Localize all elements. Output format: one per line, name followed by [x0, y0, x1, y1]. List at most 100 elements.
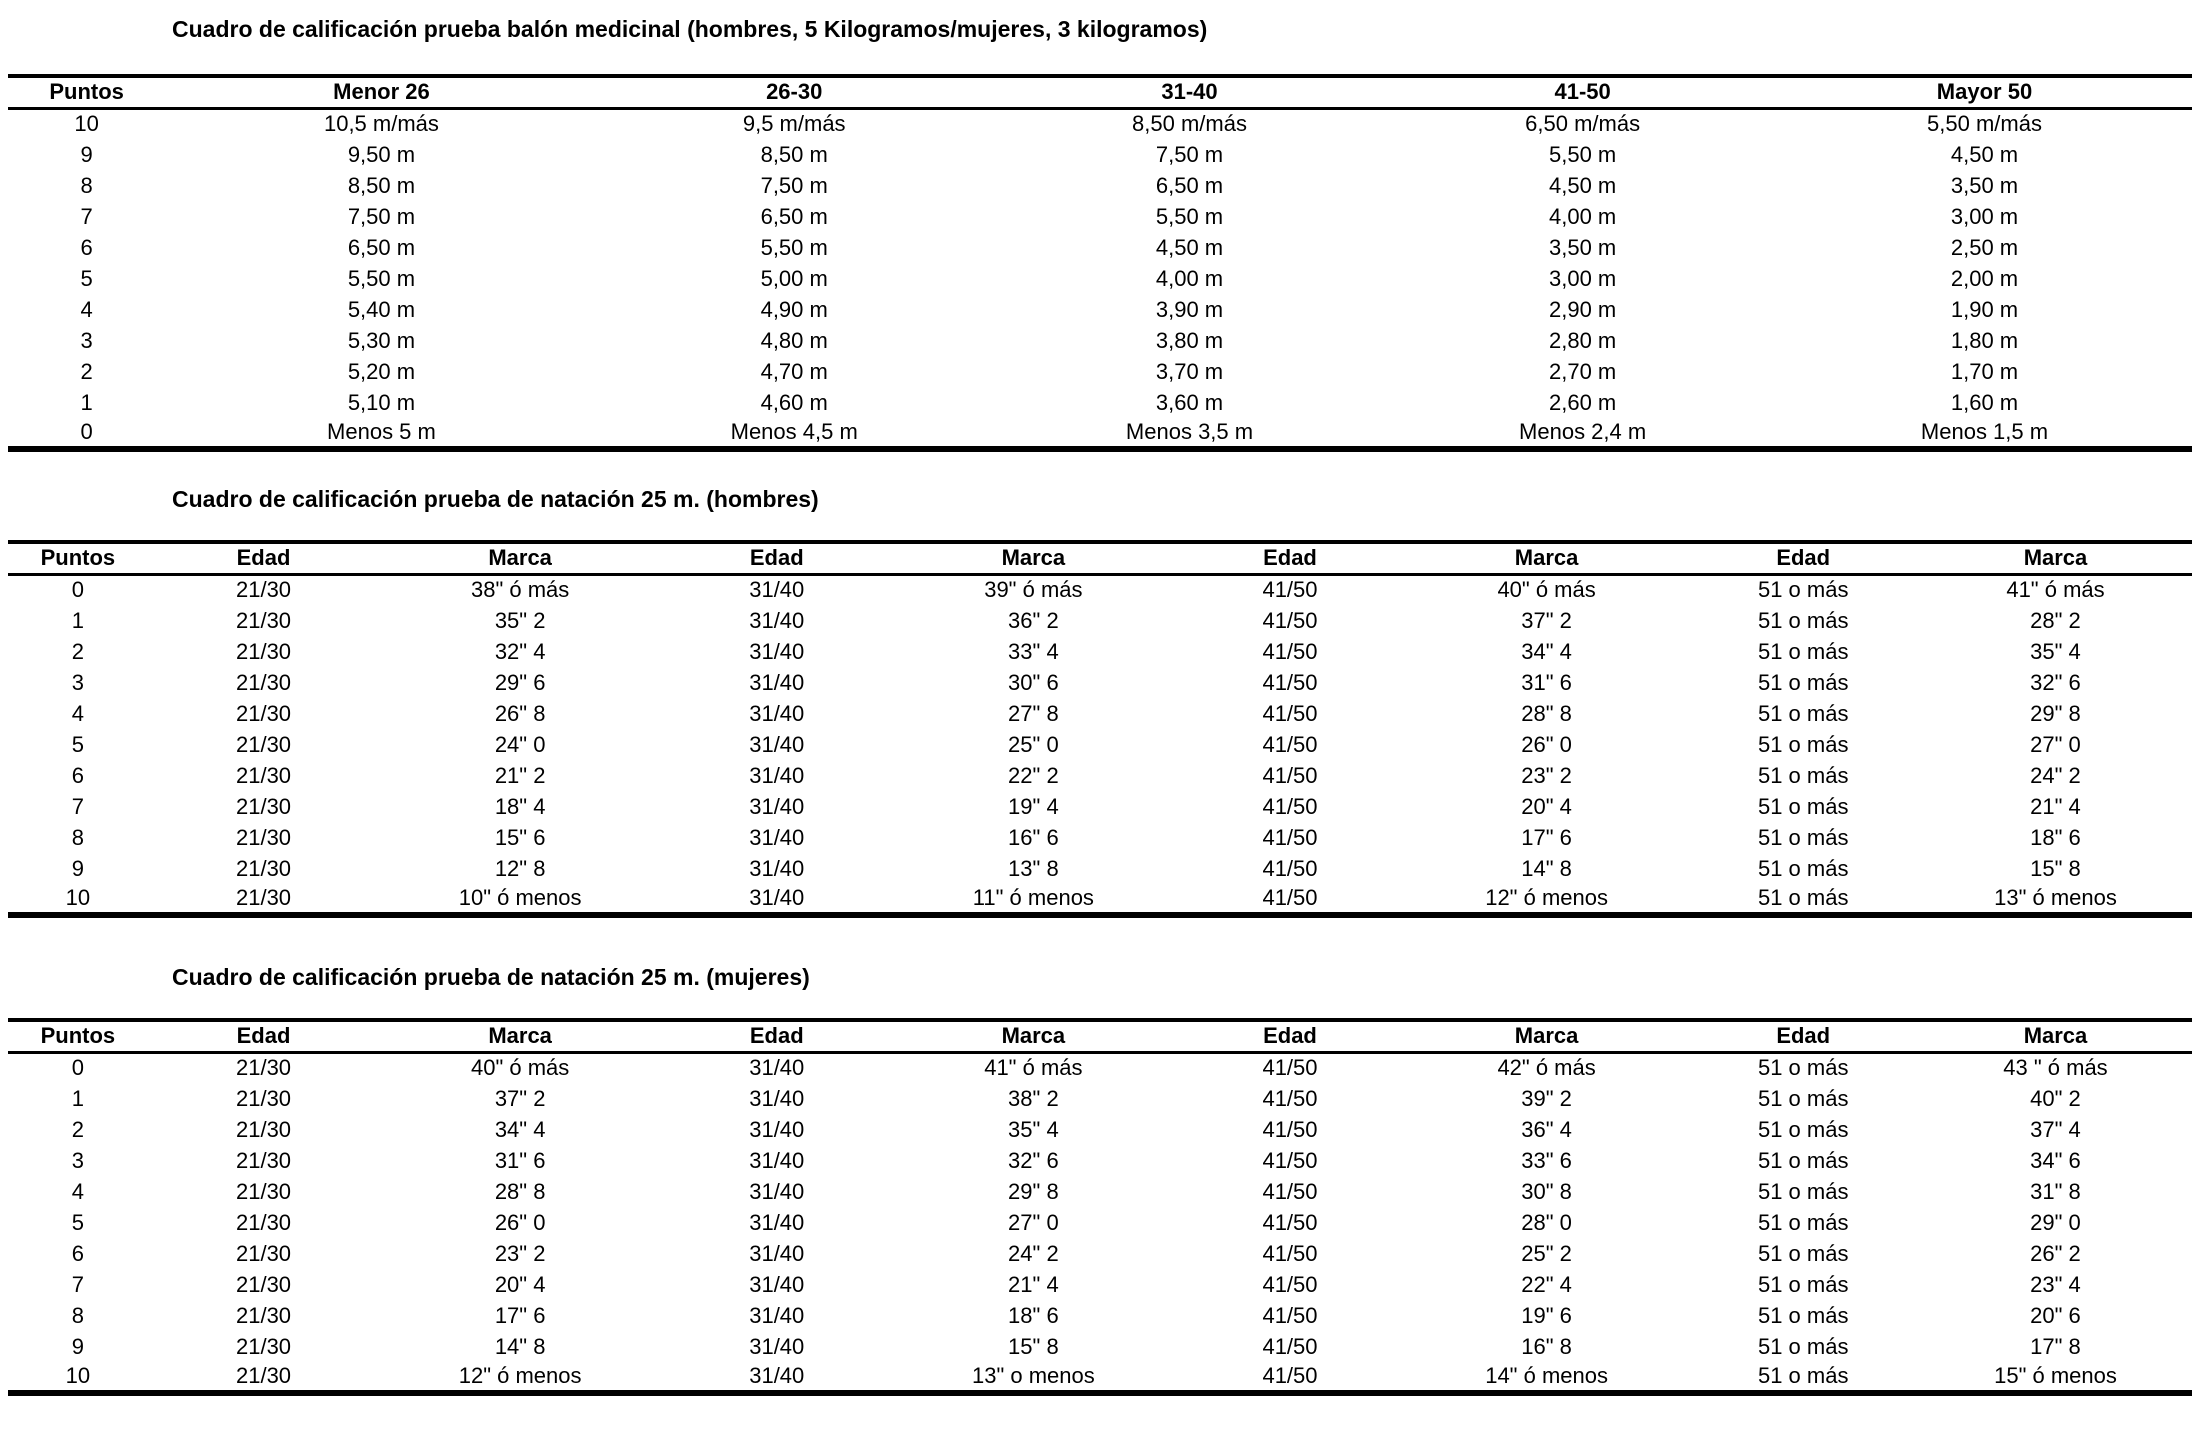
table-row: 8 21/30 17" 6 31/40 18" 6 41/50 19" 6 51 o más 2… — [8, 1300, 2192, 1331]
table-cell: 51 o más — [1757, 824, 1849, 850]
medicine-ball-score-table: Puntos Menor 26 26-30 31-40 41-50 Mayor 50 10… — [8, 74, 2192, 452]
table-cell: 41/50 — [1262, 824, 1318, 850]
table-row: 6 21/30 23" 2 31/40 24" 2 41/50 25" 2 51 o más 2… — [8, 1238, 2192, 1269]
table-cell: 41/50 — [1262, 1363, 1318, 1388]
table-cell: 1 — [80, 389, 93, 415]
table-cell: 9,5 m/más — [742, 111, 846, 137]
table-cell: 21/30 — [235, 1085, 292, 1111]
table-cell: 31/40 — [749, 855, 805, 881]
table-cell: 51 o más — [1757, 700, 1849, 726]
table-cell: 40" ó más — [470, 1055, 570, 1081]
table-cell: 21/30 — [235, 793, 292, 819]
table-cell: 35" 4 — [2030, 638, 2081, 664]
table-cell: 29" 6 — [494, 669, 546, 695]
table-cell: 34" 6 — [2030, 1147, 2081, 1173]
table-cell: 51 o más — [1757, 1055, 1849, 1081]
table-cell: 36" 2 — [1008, 607, 1059, 633]
table-cell: 1,80 m — [1950, 327, 2019, 353]
table-cell: 12" ó menos — [1485, 885, 1608, 910]
table-cell: 51 o más — [1757, 1178, 1849, 1204]
table-cell: 31/40 — [749, 1147, 805, 1173]
table-row: 3 5,30 m 4,80 m 3,80 m 2,80 m 1,80 m — [8, 325, 2192, 356]
column-header: Menor 26 — [333, 79, 430, 105]
table-cell: 11" ó menos — [972, 885, 1094, 910]
table-cell: 31/40 — [749, 577, 805, 603]
table-cell: 1,70 m — [1950, 358, 2019, 384]
table-row: 4 21/30 26" 8 31/40 27" 8 41/50 28" 8 51 o más 2… — [8, 698, 2192, 729]
table-cell: 51 o más — [1757, 1363, 1849, 1388]
table-cell: 41" ó más — [984, 1055, 1083, 1081]
table-cell: 6 — [71, 762, 84, 788]
table-cell: 21" 2 — [494, 762, 546, 788]
table-cell: 33" 6 — [1521, 1147, 1572, 1173]
table-cell: 5,50 m — [347, 265, 416, 291]
table-cell: 21/30 — [235, 1178, 292, 1204]
table-cell: 12" 8 — [494, 855, 546, 881]
table-cell: 31/40 — [749, 731, 805, 757]
table-cell: 21/30 — [235, 1271, 292, 1297]
table-cell: 8,50 m/más — [1132, 111, 1247, 137]
table-cell: 36" 4 — [1521, 1116, 1572, 1142]
table-cell: 31/40 — [749, 1302, 805, 1328]
table-cell: 21/30 — [235, 1055, 292, 1081]
table-cell: 3,00 m — [1548, 265, 1617, 291]
table-cell: 23" 4 — [2030, 1271, 2081, 1297]
column-header: Edad — [1263, 1023, 1317, 1049]
table-cell: 41/50 — [1262, 885, 1318, 910]
table-cell: 41/50 — [1262, 700, 1318, 726]
table-cell: 7 — [71, 793, 84, 819]
swim-men-table-title: Cuadro de calificación prueba de natació… — [172, 486, 819, 512]
table-cell: 17" 8 — [2030, 1333, 2081, 1359]
table-cell: 6,50 m — [1155, 172, 1224, 198]
medicine-ball-table-title: Cuadro de calificación prueba balón medi… — [172, 16, 1208, 42]
table-cell: 31/40 — [749, 762, 805, 788]
table-cell: 51 o más — [1757, 1085, 1849, 1111]
table-header: Puntos Menor 26 26-30 31-40 41-50 Mayor 50 — [8, 76, 2192, 108]
table-cell: 6,50 m/más — [1525, 111, 1641, 137]
table-cell: 6,50 m — [760, 203, 828, 229]
column-header: 31-40 — [1161, 79, 1218, 105]
table-cell: 41/50 — [1262, 1302, 1318, 1328]
table-cell: 21" 4 — [2030, 793, 2081, 819]
swim-women-table-title: Cuadro de calificación prueba de natació… — [172, 964, 810, 990]
header-row: Puntos Edad Marca Edad Marca Edad Marca Edad Mar… — [8, 1020, 2192, 1052]
swim-women-score-table: Puntos Edad Marca Edad Marca Edad Marca Edad Mar… — [8, 1018, 2192, 1396]
table-cell: 18" 6 — [1008, 1302, 1059, 1328]
table-cell: 24" 0 — [494, 731, 546, 757]
table-cell: 4 — [71, 1178, 84, 1204]
table-cell: 38" 2 — [1008, 1085, 1059, 1111]
table-cell: 14" 8 — [494, 1333, 546, 1359]
table-cell: 5,00 m — [760, 265, 828, 291]
table-cell: 5,40 m — [347, 296, 416, 322]
table-cell: 29" 8 — [2030, 700, 2081, 726]
table-cell: 21/30 — [235, 607, 292, 633]
table-cell: 32" 4 — [494, 638, 546, 664]
table-cell: 51 o más — [1757, 607, 1849, 633]
table-cell: 4,00 m — [1548, 203, 1617, 229]
table-cell: 31/40 — [749, 1271, 805, 1297]
table-cell: 10,5 m/más — [323, 111, 439, 137]
table-row: 3 21/30 29" 6 31/40 30" 6 41/50 31" 6 51 o más 3… — [8, 667, 2192, 698]
table-cell: 31/40 — [749, 669, 805, 695]
table-row: 1 21/30 37" 2 31/40 38" 2 41/50 39" 2 51 o más 4… — [8, 1083, 2192, 1114]
table-cell: 4,50 m — [1950, 141, 2019, 167]
table-row: 7 21/30 18" 4 31/40 19" 4 41/50 20" 4 51 o más 2… — [8, 791, 2192, 822]
column-header: Edad — [1263, 545, 1317, 571]
table-cell: 23" 2 — [1521, 762, 1572, 788]
table-cell: 18" 6 — [2030, 824, 2081, 850]
column-header: Edad — [1776, 545, 1831, 571]
table-cell: 43 " ó más — [2003, 1055, 2108, 1081]
table-row: 9 21/30 14" 8 31/40 15" 8 41/50 16" 8 51 o más 1… — [8, 1331, 2192, 1362]
table-cell: 3 — [71, 669, 84, 695]
table-cell: 1 — [71, 607, 84, 633]
table-row: 4 5,40 m 4,90 m 3,90 m 2,90 m 1,90 m — [8, 294, 2192, 325]
table-cell: 51 o más — [1757, 762, 1849, 788]
table-cell: 41/50 — [1262, 731, 1318, 757]
table-cell: 42" ó más — [1497, 1055, 1596, 1081]
column-header: 41-50 — [1554, 79, 1611, 105]
table-cell: 7,50 m — [760, 172, 828, 198]
table-cell: 13" 8 — [1008, 855, 1059, 881]
table-cell: 30" 8 — [1521, 1178, 1572, 1204]
table-cell: 37" 2 — [494, 1085, 546, 1111]
table-cell: 14" 8 — [1521, 855, 1572, 881]
